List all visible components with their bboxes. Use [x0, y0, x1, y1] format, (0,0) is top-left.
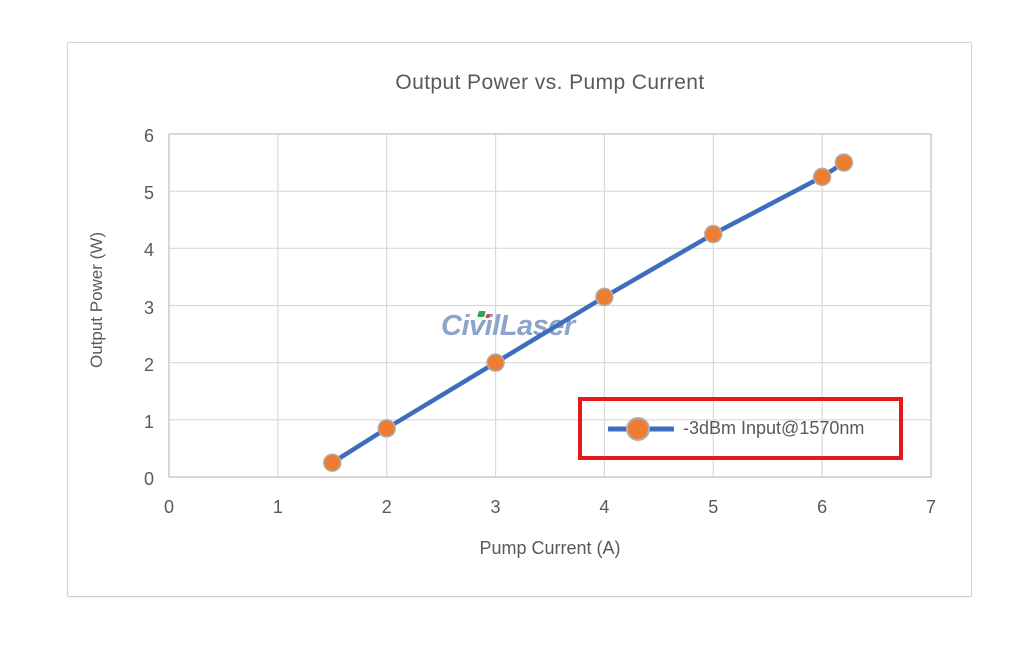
x-tick-label: 4 [599, 497, 610, 517]
y-axis-title: Output Power (W) [87, 231, 106, 369]
y-tick-label: 4 [143, 240, 154, 261]
y-tick-label: 2 [143, 354, 154, 375]
y-tick-label: 0 [143, 469, 154, 489]
chart-title: Output Power vs. Pump Current [395, 71, 705, 94]
x-tick-label: 5 [708, 497, 719, 517]
x-tick-label: 6 [817, 497, 828, 517]
x-tick-label: 7 [925, 497, 936, 517]
x-axis-title: Pump Current (A) [479, 538, 621, 558]
x-tick-label: 0 [163, 497, 174, 517]
legend-marker-icon [608, 416, 674, 441]
x-tick-label: 3 [490, 497, 501, 517]
legend-highlight-box: -3dBm Input@1570nm [578, 397, 903, 460]
legend-series-label: -3dBm Input@1570nm [683, 418, 865, 438]
y-tick-label: 3 [143, 297, 154, 318]
civillaser-watermark: CivilLaser [441, 310, 575, 343]
watermark-text: CivilLaser [441, 310, 575, 342]
x-tick-label: 1 [272, 497, 283, 517]
y-tick-label: 5 [143, 183, 154, 204]
y-tick-label: 6 [143, 126, 154, 146]
y-tick-label: 1 [143, 411, 154, 432]
x-tick-label: 2 [381, 497, 392, 517]
